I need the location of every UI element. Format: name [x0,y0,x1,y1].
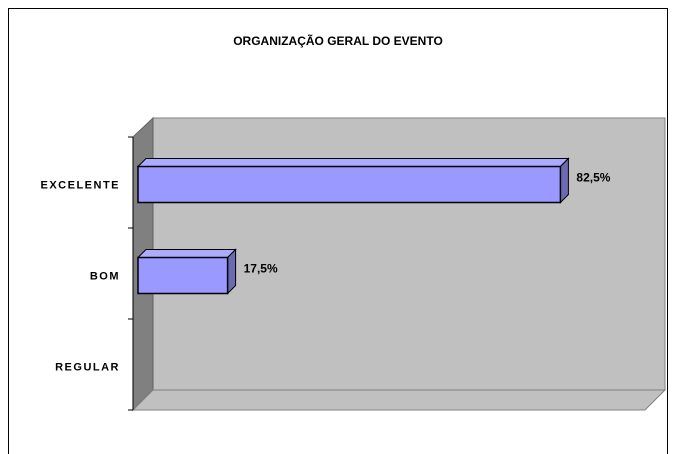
chart-title: ORGANIZAÇÃO GERAL DO EVENTO [233,33,443,48]
bar [136,157,570,204]
bar-side [227,248,237,295]
bar-front [137,256,229,295]
y-tick-label: REGULAR [55,361,120,373]
bar-top [136,158,570,167]
bar-top [136,249,237,258]
floor [131,389,667,411]
chart-border [8,8,668,454]
bar-side [559,157,569,204]
data-label: 17,5% [244,262,278,276]
bar [136,248,237,295]
y-tick-label: BOM [90,270,120,282]
bar-front [137,165,562,204]
data-label: 82,5% [576,171,610,185]
y-tick-label: EXCELENTE [40,179,120,191]
